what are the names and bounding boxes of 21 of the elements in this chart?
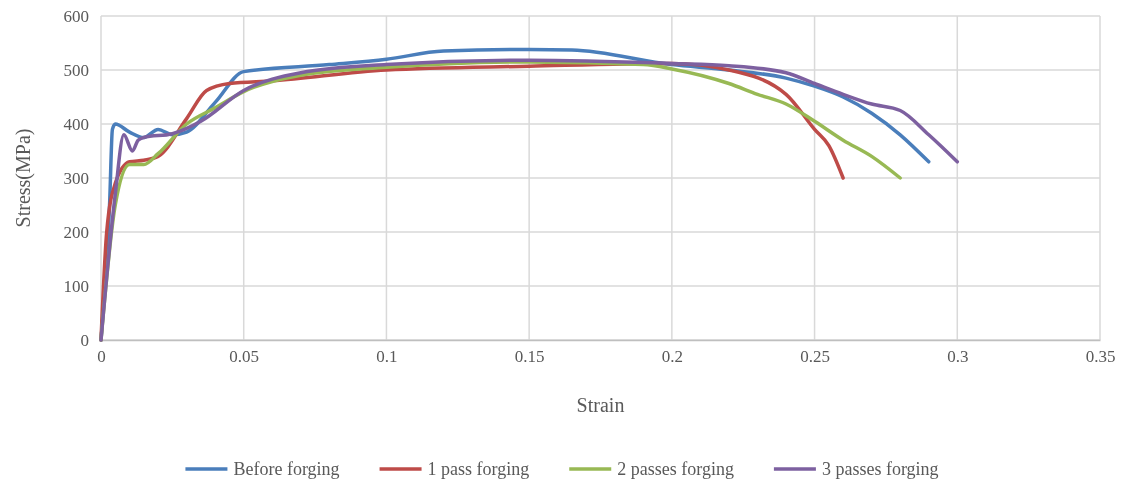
y-tick-label: 400 [63,114,89,134]
y-axis-title: Stress(MPa) [12,128,35,228]
x-tick-label: 0 [97,347,106,367]
legend-label: 2 passes forging [617,459,734,479]
x-tick-label: 0.35 [1085,347,1116,367]
y-tick-label: 100 [63,276,89,296]
x-tick-label: 0.05 [229,347,260,367]
y-tick-label: 200 [63,222,89,242]
legend-label: 1 pass forging [427,459,530,479]
x-axis-title: Strain [576,394,625,416]
x-tick-label: 0.2 [661,347,683,367]
x-tick-label: 0.15 [514,347,545,367]
legend-label: 3 passes forging [821,459,939,479]
y-tick-label: 300 [63,168,89,188]
y-tick-label: 0 [80,330,89,350]
x-tick-label: 0.3 [947,347,969,367]
legend-label: Before forging [233,459,340,479]
y-tick-label: 600 [63,6,89,26]
x-tick-label: 0.25 [800,347,830,367]
y-tick-label: 500 [63,60,89,80]
x-tick-label: 0.1 [376,347,398,367]
